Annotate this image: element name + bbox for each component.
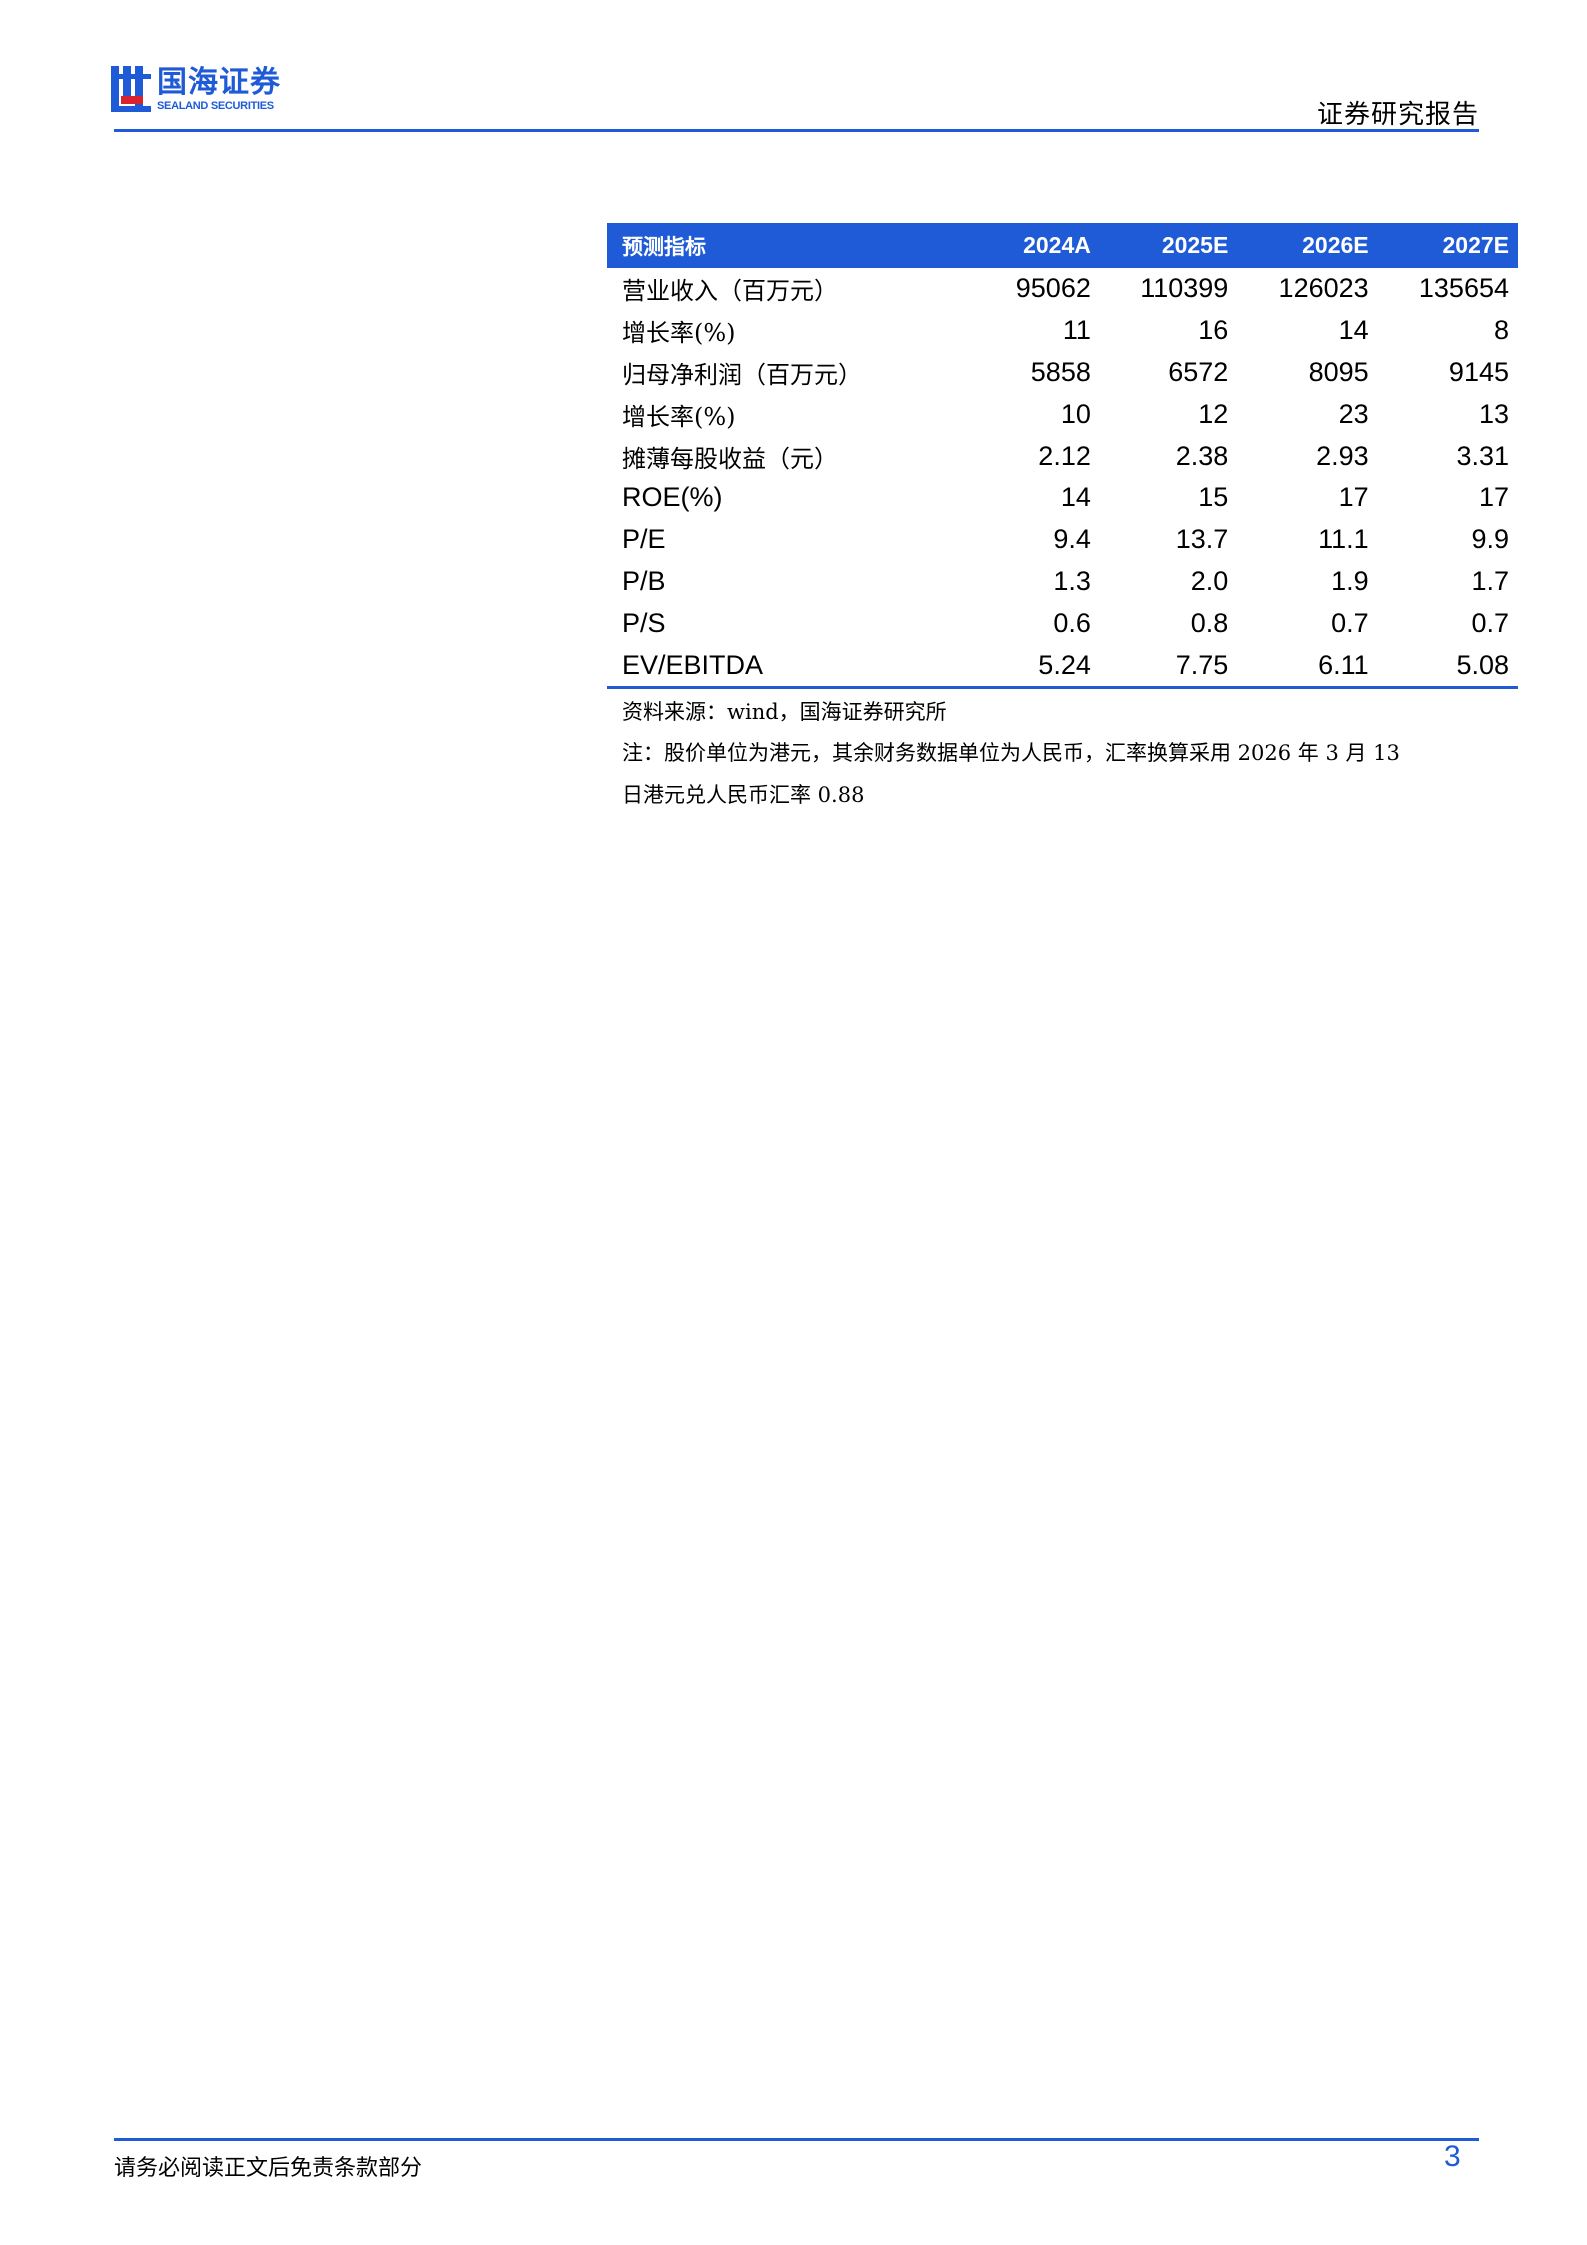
cell-value: 17	[1338, 482, 1369, 513]
cell-value: 1.9	[1331, 565, 1369, 596]
cell-value: 17	[1478, 482, 1509, 513]
footnote-line1: 注：股价单位为港元，其余财务数据单位为人民币，汇率换算采用 2026 年 3 月…	[622, 741, 1400, 765]
source-note: 资料来源：wind，国海证券研究所	[622, 700, 947, 724]
cell-value: 135654	[1418, 273, 1509, 304]
cell-value: 7.75	[1099, 644, 1238, 689]
cell-value: 5.24	[980, 644, 1100, 689]
cell-value: 8095	[1308, 356, 1369, 387]
cell-value: 3.31	[1456, 440, 1509, 471]
column-header: 预测指标	[607, 223, 981, 268]
cell-value: 2.12	[1038, 440, 1091, 471]
cell-value: 14	[1338, 315, 1369, 346]
cell-value: 13	[1478, 398, 1509, 429]
row-label: 营业收入（百万元）	[622, 277, 838, 306]
row-label: ROE(%)	[622, 482, 723, 513]
column-header: 2024A	[980, 223, 1100, 268]
row-label: EV/EBITDA	[607, 644, 981, 689]
cell-value: 0.7	[1331, 607, 1369, 638]
column-header: 2026E	[1237, 223, 1378, 268]
row-label: 增长率(%)	[622, 402, 736, 431]
cell-value: 126023	[1278, 273, 1369, 304]
table-row: 摊薄每股收益（元） 2.12 2.38 2.93 3.31	[607, 435, 1518, 477]
cell-value: 0.7	[1471, 607, 1509, 638]
header-divider	[114, 129, 1479, 132]
cell-value: 0.6	[1053, 607, 1091, 638]
cell-value: 23	[1338, 398, 1369, 429]
cell-value: 5858	[1030, 356, 1091, 387]
row-label: 增长率(%)	[622, 319, 736, 348]
cell-value: 11.1	[1318, 524, 1369, 555]
row-label: P/S	[622, 607, 666, 638]
table-row: 增长率(%) 10 12 23 13	[607, 393, 1518, 435]
forecast-table: 预测指标 2024A 2025E 2026E 2027E 营业收入（百万元） 95…	[607, 223, 1518, 689]
cell-value: 0.8	[1190, 607, 1229, 638]
column-header: 2027E	[1377, 223, 1518, 268]
table-row: P/S 0.6 0.8 0.7 0.7	[607, 602, 1518, 644]
page-number: 3	[1444, 2140, 1461, 2173]
row-label: 归母净利润（百万元）	[622, 360, 862, 389]
cell-value: 2.93	[1316, 440, 1369, 471]
cell-value: 14	[1060, 482, 1091, 513]
logo-en-text: SEALAND SECURITIES	[157, 100, 274, 112]
cell-value: 95062	[1015, 273, 1091, 304]
row-label: 摊薄每股收益（元）	[622, 444, 838, 473]
cell-value: 16	[1198, 315, 1229, 346]
cell-value: 110399	[1140, 273, 1229, 304]
row-label: P/E	[622, 524, 666, 555]
table-row: EV/EBITDA 5.24 7.75 6.11 5.08	[607, 644, 1518, 689]
cell-value: 1.3	[1053, 565, 1091, 596]
cell-value: 12	[1198, 398, 1229, 429]
cell-value: 8	[1493, 315, 1509, 346]
cell-value: 9.4	[1053, 524, 1091, 555]
cell-value: 10	[1060, 398, 1091, 429]
cell-value: 6572	[1168, 356, 1229, 387]
table-row: 营业收入（百万元） 95062 110399 126023 135654	[607, 268, 1518, 310]
logo-cn-text: 国海证券	[157, 65, 281, 100]
footnote-line2: 日港元兑人民币汇率 0.88	[622, 783, 865, 807]
cell-value: 2.38	[1175, 440, 1229, 471]
cell-value: 9145	[1448, 356, 1509, 387]
report-type: 证券研究报告	[1316, 100, 1479, 130]
cell-value: 15	[1198, 482, 1229, 513]
cell-value: 9.9	[1471, 524, 1509, 555]
cell-value: 13.7	[1175, 524, 1229, 555]
table-row: ROE(%) 14 15 17 17	[607, 477, 1518, 519]
cell-value: 6.11	[1237, 644, 1378, 689]
table-row: 归母净利润（百万元） 5858 6572 8095 9145	[607, 352, 1518, 394]
cell-value: 11	[1062, 315, 1091, 346]
table-header-row: 预测指标 2024A 2025E 2026E 2027E	[607, 223, 1518, 268]
company-logo: 国海证券 SEALAND SECURITIES	[111, 66, 281, 112]
table-row: 增长率(%) 11 16 14 8	[607, 310, 1518, 352]
row-label: P/B	[622, 565, 666, 596]
footer-divider	[114, 2138, 1479, 2141]
table-row: P/E 9.4 13.7 11.1 9.9	[607, 519, 1518, 561]
footer-disclaimer: 请务必阅读正文后免责条款部分	[114, 2156, 423, 2181]
cell-value: 5.08	[1377, 644, 1518, 689]
cell-value: 2.0	[1190, 565, 1229, 596]
table-row: P/B 1.3 2.0 1.9 1.7	[607, 561, 1518, 603]
cell-value: 1.7	[1471, 565, 1509, 596]
logo-mark-icon	[111, 66, 151, 112]
column-header: 2025E	[1099, 223, 1238, 268]
